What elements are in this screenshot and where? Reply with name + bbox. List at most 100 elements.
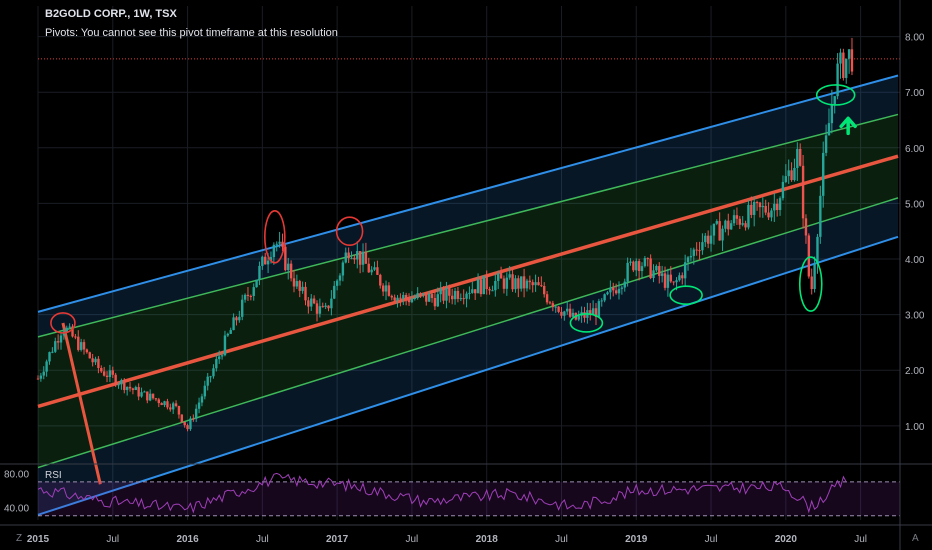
- candle-body[interactable]: [511, 274, 514, 290]
- candle-body[interactable]: [393, 297, 396, 301]
- candle-body[interactable]: [678, 275, 681, 281]
- candle-body[interactable]: [833, 96, 836, 105]
- candle-body[interactable]: [341, 262, 345, 276]
- candle-body[interactable]: [272, 244, 276, 258]
- candle-body[interactable]: [712, 223, 716, 236]
- candle-body[interactable]: [427, 294, 431, 302]
- candle-body[interactable]: [784, 176, 788, 182]
- candle-body[interactable]: [499, 273, 503, 279]
- candle-body[interactable]: [82, 342, 86, 350]
- candle-body[interactable]: [494, 280, 497, 291]
- candle-body[interactable]: [97, 358, 100, 369]
- candle-body[interactable]: [799, 148, 802, 166]
- candle-body[interactable]: [732, 215, 736, 224]
- candle-body[interactable]: [824, 135, 828, 153]
- candle-body[interactable]: [333, 285, 336, 299]
- candle-body[interactable]: [192, 418, 195, 420]
- candle-body[interactable]: [370, 269, 373, 273]
- candle-body[interactable]: [255, 279, 258, 288]
- candle-body[interactable]: [88, 352, 91, 359]
- candle-body[interactable]: [338, 275, 342, 281]
- candle-body[interactable]: [416, 293, 419, 299]
- candle-body[interactable]: [148, 393, 152, 401]
- candle-body[interactable]: [220, 355, 224, 357]
- candle-body[interactable]: [169, 407, 172, 410]
- candle-body[interactable]: [629, 261, 632, 263]
- candle-body[interactable]: [125, 386, 129, 391]
- candle-body[interactable]: [450, 295, 454, 300]
- candle-body[interactable]: [42, 371, 45, 376]
- candle-body[interactable]: [614, 290, 618, 294]
- candle-body[interactable]: [137, 387, 140, 397]
- candle-body[interactable]: [577, 315, 580, 320]
- candle-body[interactable]: [186, 425, 189, 430]
- candle-body[interactable]: [65, 327, 68, 332]
- candle-body[interactable]: [557, 306, 560, 312]
- candle-body[interactable]: [390, 295, 393, 298]
- candle-body[interactable]: [729, 223, 733, 230]
- candle-body[interactable]: [436, 294, 439, 307]
- candle-body[interactable]: [606, 292, 609, 295]
- candle-body[interactable]: [399, 297, 402, 299]
- candle-body[interactable]: [522, 276, 526, 289]
- candle-body[interactable]: [476, 279, 480, 294]
- candle-body[interactable]: [183, 422, 186, 426]
- candle-body[interactable]: [252, 287, 255, 296]
- candle-body[interactable]: [292, 278, 296, 287]
- candle-body[interactable]: [229, 330, 232, 334]
- candle-body[interactable]: [589, 310, 592, 315]
- candle-body[interactable]: [600, 300, 603, 302]
- candle-body[interactable]: [473, 289, 477, 294]
- candle-body[interactable]: [384, 285, 388, 292]
- candle-body[interactable]: [804, 218, 808, 236]
- candle-body[interactable]: [74, 336, 77, 338]
- candle-body[interactable]: [709, 235, 713, 244]
- candle-body[interactable]: [462, 298, 465, 300]
- candle-body[interactable]: [770, 210, 773, 218]
- candle-body[interactable]: [554, 306, 557, 308]
- candle-body[interactable]: [445, 287, 448, 301]
- candle-body[interactable]: [646, 258, 649, 260]
- rsi-pane[interactable]: 80.00 40.00 RSI: [4, 469, 900, 517]
- candle-body[interactable]: [643, 258, 647, 267]
- candle-body[interactable]: [660, 273, 664, 276]
- candle-body[interactable]: [767, 212, 770, 218]
- candle-body[interactable]: [845, 58, 848, 78]
- candle-body[interactable]: [790, 170, 793, 181]
- candle-body[interactable]: [695, 249, 698, 251]
- candle-body[interactable]: [235, 317, 238, 321]
- candle-body[interactable]: [287, 263, 290, 271]
- candle-body[interactable]: [36, 378, 40, 380]
- candle-body[interactable]: [741, 223, 744, 225]
- candle-body[interactable]: [508, 274, 511, 278]
- candle-body[interactable]: [278, 241, 281, 244]
- candle-body[interactable]: [307, 300, 310, 307]
- candle-body[interactable]: [364, 251, 368, 264]
- candle-body[interactable]: [48, 352, 51, 362]
- candle-body[interactable]: [356, 251, 359, 260]
- candle-body[interactable]: [335, 280, 339, 286]
- candle-body[interactable]: [850, 49, 854, 72]
- candle-body[interactable]: [249, 295, 253, 297]
- candle-body[interactable]: [488, 289, 491, 291]
- candle-body[interactable]: [154, 398, 158, 400]
- candle-body[interactable]: [324, 305, 327, 308]
- candle-body[interactable]: [117, 384, 120, 386]
- candle-body[interactable]: [171, 403, 175, 410]
- auto-scale-button[interactable]: A: [912, 533, 919, 544]
- candle-body[interactable]: [468, 292, 471, 294]
- candle-body[interactable]: [330, 298, 333, 309]
- candle-body[interactable]: [551, 303, 555, 308]
- candle-body[interactable]: [491, 290, 494, 292]
- candle-body[interactable]: [563, 311, 566, 316]
- candle-body[interactable]: [663, 273, 667, 288]
- candle-body[interactable]: [243, 294, 247, 300]
- candle-body[interactable]: [100, 368, 103, 372]
- candle-body[interactable]: [471, 289, 474, 293]
- candle-body[interactable]: [131, 388, 135, 390]
- candle-body[interactable]: [266, 260, 270, 265]
- candle-body[interactable]: [813, 264, 816, 290]
- candle-body[interactable]: [847, 49, 851, 59]
- candle-body[interactable]: [304, 286, 307, 301]
- candle-body[interactable]: [721, 228, 724, 241]
